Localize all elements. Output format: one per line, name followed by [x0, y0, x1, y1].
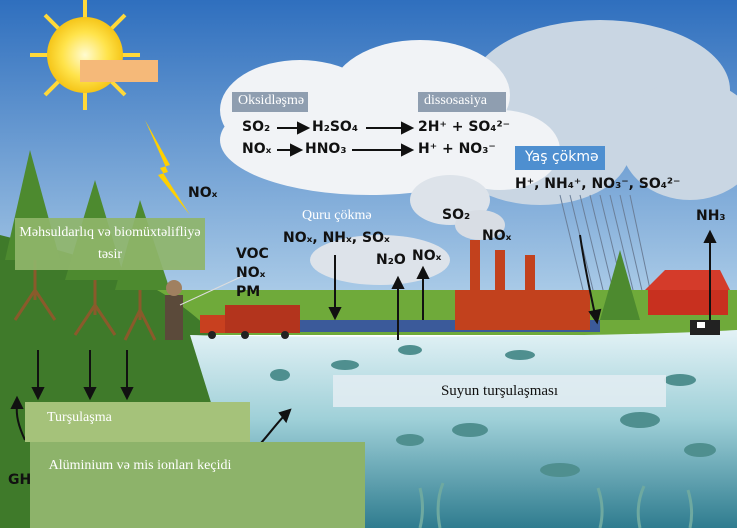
- roots: [13, 260, 157, 341]
- acidification: Turşulaşma: [25, 402, 250, 442]
- fish: [270, 345, 716, 477]
- fisherman: [165, 274, 246, 340]
- ions: 2H⁺ + SO₄²⁻: [418, 119, 510, 135]
- factory-so2: SO₂: [442, 207, 471, 223]
- water-acidification: Suyun turşulaşması: [333, 375, 666, 407]
- oxidation-box: [232, 92, 308, 112]
- reactant: NOₓ: [242, 141, 272, 157]
- dissociation-box: [418, 92, 506, 112]
- weeds: [418, 482, 694, 528]
- reactant: SO₂: [242, 119, 271, 135]
- vehicle-voc: VOC: [236, 246, 269, 262]
- wet-title: Yaş çökmə: [525, 149, 599, 165]
- productivity: Məhsuldarlıq və biomüxtəlifliyə təsir: [15, 218, 205, 270]
- factory: [455, 210, 590, 330]
- ions: H⁺ + NO₃⁻: [418, 141, 496, 157]
- sun-nox: NOₓ: [188, 185, 218, 201]
- factory-nox: NOₓ: [482, 228, 512, 244]
- wet-ions: H⁺, NH₄⁺, NO₃⁻, SO₄²⁻: [515, 176, 681, 192]
- farm: [645, 270, 730, 335]
- dissociation-title: dissosasiya: [424, 93, 487, 108]
- vehicle-nox: NOₓ: [236, 265, 266, 281]
- product: HNO₃: [305, 141, 347, 157]
- ghg: GH: [8, 472, 32, 488]
- dry-species: NOₓ, NHₓ, SOₓ: [283, 230, 390, 246]
- vehicle-pm: PM: [236, 284, 261, 300]
- wet-box: [515, 146, 605, 170]
- metal-ions-box: [30, 442, 365, 528]
- nox-up: NOₓ: [412, 248, 442, 264]
- truck: [200, 305, 300, 339]
- product: H₂SO₄: [312, 119, 358, 135]
- farm-nh3: NH₃: [696, 208, 726, 224]
- n2o: N₂O: [376, 252, 406, 268]
- oxidation-title: Oksidləşmə: [238, 93, 305, 108]
- metal-ions: Alüminium və mis ionları keçidi: [48, 458, 232, 473]
- sun: [30, 0, 190, 215]
- dry-title: Quru çökmə: [302, 208, 372, 223]
